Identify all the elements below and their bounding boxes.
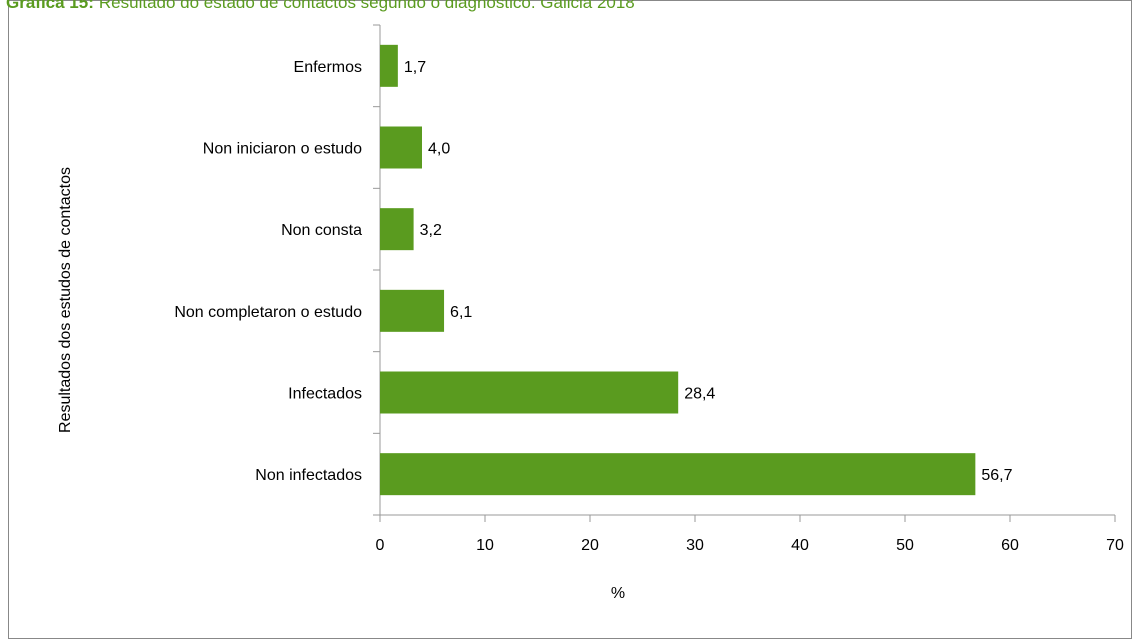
x-tick-label: 20 <box>581 537 599 554</box>
bar <box>380 289 445 332</box>
x-tick-label: 60 <box>1001 537 1019 554</box>
bar <box>380 44 398 87</box>
y-tick-label: Enfermos <box>294 59 362 76</box>
x-tick-label: 10 <box>476 537 494 554</box>
value-label: 3,2 <box>420 222 442 239</box>
y-tick-label: Non iniciaron o estudo <box>203 141 362 158</box>
bar <box>380 371 679 414</box>
y-tick-label: Non completaron o estudo <box>174 304 362 321</box>
chart-title: Gráfica 15: Resultado do estado de contac… <box>6 0 635 12</box>
x-tick-label: 50 <box>896 537 914 554</box>
x-tick-label: 70 <box>1106 537 1124 554</box>
y-tick-label: Non consta <box>281 222 362 239</box>
x-tick-label: 30 <box>686 537 704 554</box>
y-tick-label: Non infectados <box>255 467 362 484</box>
y-axis-label: Resultados dos estudos de contactos <box>57 167 74 433</box>
value-label: 1,7 <box>404 59 426 76</box>
value-label: 28,4 <box>684 386 715 403</box>
x-tick-label: 40 <box>791 537 809 554</box>
bar <box>380 453 976 496</box>
title-label: Gráfica 15: <box>6 0 94 12</box>
bar <box>380 208 414 251</box>
x-tick-label: 0 <box>376 537 385 554</box>
bar <box>380 126 422 169</box>
y-tick-label: Infectados <box>288 386 362 403</box>
x-axis-label: % <box>611 585 625 602</box>
value-label: 56,7 <box>981 467 1012 484</box>
title-text: Resultado do estado de contactos segundo… <box>99 0 635 12</box>
value-label: 4,0 <box>428 141 450 158</box>
value-label: 6,1 <box>450 304 472 321</box>
